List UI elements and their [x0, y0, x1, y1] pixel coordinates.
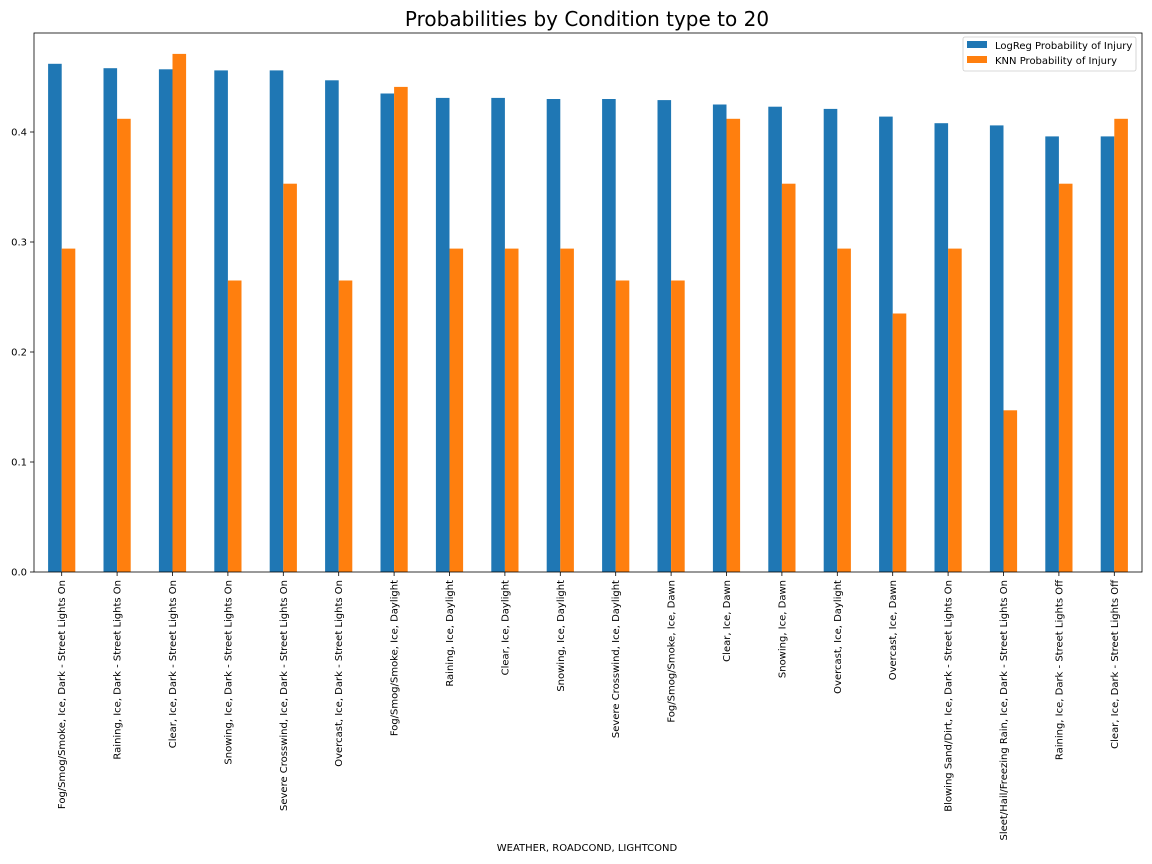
y-tick-label-1: 0.1 [11, 458, 27, 469]
bar-knn-0 [61, 248, 76, 572]
bar-logreg-17 [989, 125, 1004, 573]
bar-knn-8 [504, 248, 519, 572]
legend: LogReg Probability of Injury KNN Probabi… [962, 36, 1137, 72]
x-tick-label-9: Snowing, Ice, Daylight [556, 580, 567, 692]
bar-knn-19 [1114, 118, 1128, 573]
plot-frame [33, 32, 1143, 573]
x-axis: Fog/Smog/Smoke, Ice, Dark - Street Light… [57, 572, 1121, 841]
bar-logreg-1 [103, 68, 118, 572]
bar-logreg-0 [48, 63, 62, 573]
legend-swatch-knn [967, 56, 987, 63]
bar-logreg-9 [546, 99, 561, 572]
legend-label-logreg: LogReg Probability of Injury [995, 41, 1132, 52]
x-tick-label-19: Clear, Ice, Dark - Street Lights Off [1110, 579, 1121, 749]
bar-logreg-2 [158, 69, 173, 573]
bar-knn-7 [449, 248, 464, 572]
bar-knn-6 [394, 86, 408, 573]
x-tick-label-10: Severe Crosswind, Ice, Daylight [611, 580, 622, 738]
legend-label-knn: KNN Probability of Injury [995, 56, 1117, 67]
bar-logreg-11 [657, 100, 672, 572]
x-tick-label-1: Raining, Ice, Dark - Street Lights On [113, 580, 124, 760]
bar-knn-18 [1058, 183, 1073, 572]
bar-knn-5 [338, 280, 353, 572]
bar-knn-2 [172, 53, 187, 572]
bar-logreg-19 [1100, 136, 1115, 572]
x-tick-label-17: Sleet/Hail/Freezing Rain, Ice, Dark - St… [999, 580, 1010, 841]
x-tick-label-3: Snowing, Ice, Dark - Street Lights On [223, 580, 234, 765]
bar-logreg-4 [269, 70, 284, 573]
x-tick-label-14: Overcast, Ice, Daylight [833, 580, 844, 694]
x-tick-label-16: Blowing Sand/Dirt, Ice, Dark - Street Li… [944, 580, 955, 812]
x-tick-label-13: Snowing, Ice, Dawn [777, 580, 788, 678]
bar-logreg-3 [214, 70, 228, 573]
bar-knn-9 [560, 248, 574, 572]
bar-knn-12 [726, 118, 741, 573]
x-tick-label-6: Fog/Smog/Smoke, Ice, Daylight [390, 580, 401, 736]
y-tick-label-3: 0.3 [11, 238, 27, 249]
x-tick-label-4: Severe Crosswind, Ice, Dark - Street Lig… [279, 580, 290, 811]
bar-knn-1 [117, 118, 131, 573]
x-tick-label-11: Fog/Smog/Smoke, Ice, Dawn [667, 580, 678, 723]
bar-knn-4 [283, 183, 297, 572]
x-tick-label-2: Clear, Ice, Dark - Street Lights On [168, 580, 179, 748]
x-tick-label-15: Overcast, Ice, Dawn [888, 580, 899, 680]
bar-logreg-16 [934, 123, 949, 572]
bar-knn-16 [948, 248, 962, 572]
x-tick-label-8: Clear, Ice, Daylight [500, 580, 511, 675]
legend-swatch-logreg [967, 41, 987, 48]
legend-box [962, 36, 1137, 72]
x-tick-label-18: Raining, Ice, Dark - Street Lights Off [1054, 579, 1065, 760]
x-tick-label-12: Clear, Ice, Dawn [722, 580, 733, 662]
bar-logreg-6 [380, 93, 395, 572]
bar-knn-11 [671, 280, 685, 572]
bar-logreg-15 [879, 116, 893, 572]
bar-logreg-10 [602, 99, 616, 572]
bar-logreg-7 [435, 97, 450, 573]
bar-knn-17 [1003, 410, 1018, 572]
bar-logreg-8 [491, 97, 505, 573]
y-tick-label-2: 0.2 [11, 348, 27, 359]
y-tick-label-4: 0.4 [11, 128, 27, 139]
bar-knn-13 [781, 183, 796, 572]
y-tick-label-0: 0.0 [11, 568, 27, 579]
bar-knn-15 [892, 313, 907, 572]
x-tick-label-7: Raining, Ice, Daylight [445, 580, 456, 687]
bar-knn-10 [615, 280, 630, 572]
bar-logreg-18 [1045, 136, 1059, 572]
bars-layer [48, 53, 1128, 573]
bar-logreg-12 [712, 104, 727, 572]
x-tick-label-0: Fog/Smog/Smoke, Ice, Dark - Street Light… [57, 580, 68, 809]
bar-logreg-13 [768, 106, 782, 572]
bar-logreg-5 [325, 80, 339, 573]
y-axis: 0.0 0.1 0.2 0.3 0.4 [11, 128, 34, 579]
bar-knn-14 [837, 248, 851, 572]
x-axis-label: WEATHER, ROADCOND, LIGHTCOND [497, 843, 678, 854]
x-tick-label-5: Overcast, Ice, Dark - Street Lights On [334, 580, 345, 767]
chart-title: Probabilities by Condition type to 20 [405, 7, 769, 31]
bar-knn-3 [227, 280, 242, 572]
bar-logreg-14 [823, 108, 838, 573]
